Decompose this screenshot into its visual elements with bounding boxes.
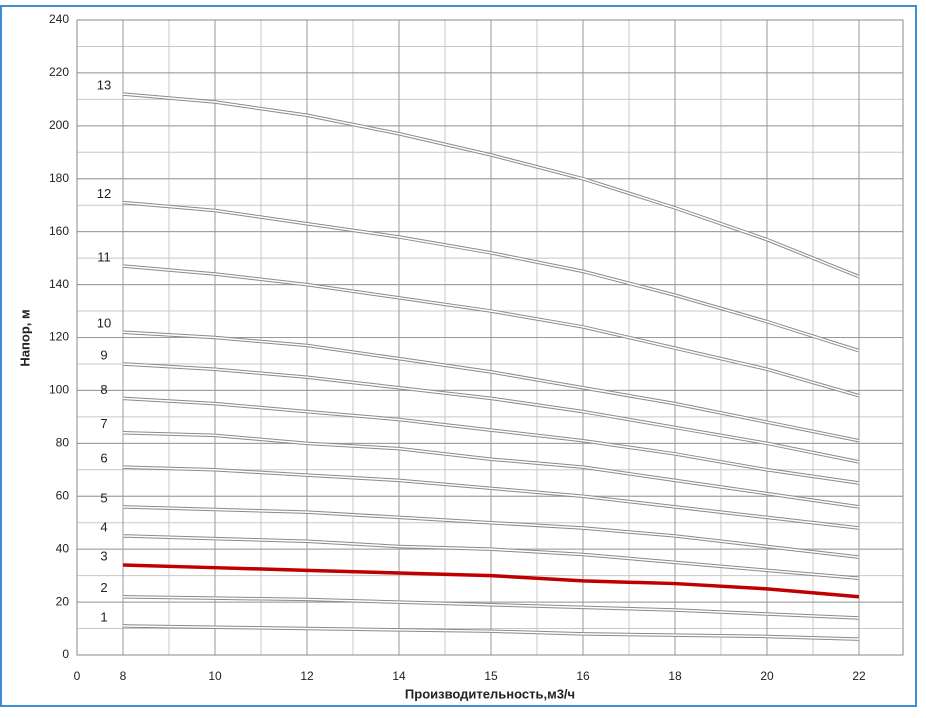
y-tick-label: 80: [56, 436, 70, 450]
y-tick-label: 60: [56, 488, 70, 502]
plot-border: [76, 19, 904, 656]
curve-label: 8: [100, 382, 107, 397]
y-tick-label: 40: [56, 541, 70, 555]
curve-label: 6: [100, 451, 107, 466]
curve-label: 5: [100, 490, 107, 505]
curve: [122, 201, 860, 352]
curve-label: 10: [97, 316, 111, 331]
x-tick-label: 20: [760, 669, 774, 683]
x-tick-label: 22: [852, 669, 866, 683]
curve: [122, 363, 860, 463]
x-tick-label: 14: [392, 669, 406, 683]
y-tick-label: 200: [49, 118, 69, 132]
x-tick-label: 16: [576, 669, 590, 683]
x-tick-label: 8: [120, 669, 127, 683]
x-tick-label: 15: [484, 669, 498, 683]
curve: [122, 466, 860, 529]
y-tick-label: 220: [49, 65, 69, 79]
x-axis-title: Производительность,м3/ч: [405, 686, 575, 701]
curve-label: 13: [97, 78, 111, 93]
x-tick-label: 0: [74, 669, 81, 683]
curve: [122, 506, 860, 558]
curve: [122, 331, 860, 442]
curve: [122, 625, 860, 640]
curve: [122, 397, 860, 484]
curve: [122, 563, 860, 599]
curve-label: 2: [100, 580, 107, 595]
y-tick-label: 0: [62, 647, 69, 661]
y-tick-label: 100: [49, 383, 69, 397]
y-tick-label: 160: [49, 224, 69, 238]
curve: [122, 596, 860, 619]
y-axis-title: Напор, м: [17, 309, 32, 366]
curve: [122, 432, 860, 508]
curve-label: 3: [100, 548, 107, 563]
curve: [122, 535, 860, 580]
y-tick-label: 20: [56, 594, 70, 608]
x-tick-label: 12: [300, 669, 314, 683]
curve-label: 12: [97, 186, 111, 201]
curve-label: 7: [100, 416, 107, 431]
x-tick-label: 18: [668, 669, 682, 683]
curve: [122, 265, 860, 397]
curve-label: 4: [100, 519, 107, 534]
frame: [0, 5, 917, 707]
y-tick-label: 140: [49, 277, 69, 291]
curve: [122, 93, 860, 278]
curve-label: 9: [100, 347, 107, 362]
y-tick-label: 180: [49, 171, 69, 185]
x-tick-label: 10: [208, 669, 222, 683]
y-tick-label: 120: [49, 330, 69, 344]
curve-label: 1: [100, 609, 107, 624]
curve-label: 11: [97, 250, 111, 265]
y-tick-label: 240: [49, 12, 69, 26]
